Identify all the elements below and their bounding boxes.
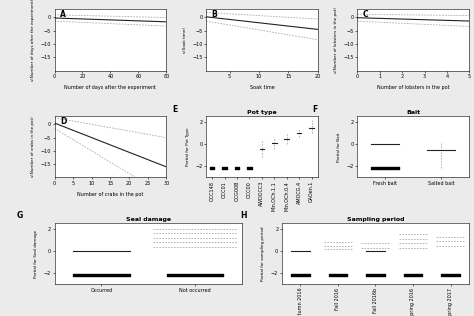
X-axis label: Soak time: Soak time bbox=[249, 85, 274, 90]
Text: D: D bbox=[60, 117, 66, 126]
X-axis label: Number of crabs in the pot: Number of crabs in the pot bbox=[77, 191, 144, 197]
Text: E: E bbox=[173, 105, 178, 113]
Title: Bait: Bait bbox=[406, 110, 420, 115]
Y-axis label: Partial for Seal damage: Partial for Seal damage bbox=[34, 230, 38, 278]
X-axis label: Number of days after the experiment: Number of days after the experiment bbox=[64, 85, 156, 90]
Title: Seal damage: Seal damage bbox=[126, 216, 171, 222]
Y-axis label: s(Number of days after the experiment): s(Number of days after the experiment) bbox=[31, 0, 35, 81]
Text: A: A bbox=[60, 10, 66, 19]
Y-axis label: Partial for Pot Type: Partial for Pot Type bbox=[186, 128, 190, 166]
Y-axis label: s(Number of lobsters in the pot): s(Number of lobsters in the pot) bbox=[334, 7, 338, 73]
Text: F: F bbox=[313, 105, 318, 113]
X-axis label: Number of lobsters in the pot: Number of lobsters in the pot bbox=[377, 85, 450, 90]
Y-axis label: Partial for sampling period: Partial for sampling period bbox=[262, 227, 265, 281]
Text: C: C bbox=[363, 10, 369, 19]
Y-axis label: s(Number of crabs in the pot): s(Number of crabs in the pot) bbox=[31, 117, 35, 177]
Y-axis label: s(Soak time): s(Soak time) bbox=[182, 27, 187, 53]
Text: B: B bbox=[211, 10, 217, 19]
Text: G: G bbox=[17, 211, 23, 221]
Y-axis label: Partial for Bait: Partial for Bait bbox=[337, 132, 341, 161]
Text: H: H bbox=[240, 211, 247, 221]
Title: Sampling period: Sampling period bbox=[347, 216, 404, 222]
Title: Pot type: Pot type bbox=[247, 110, 277, 115]
